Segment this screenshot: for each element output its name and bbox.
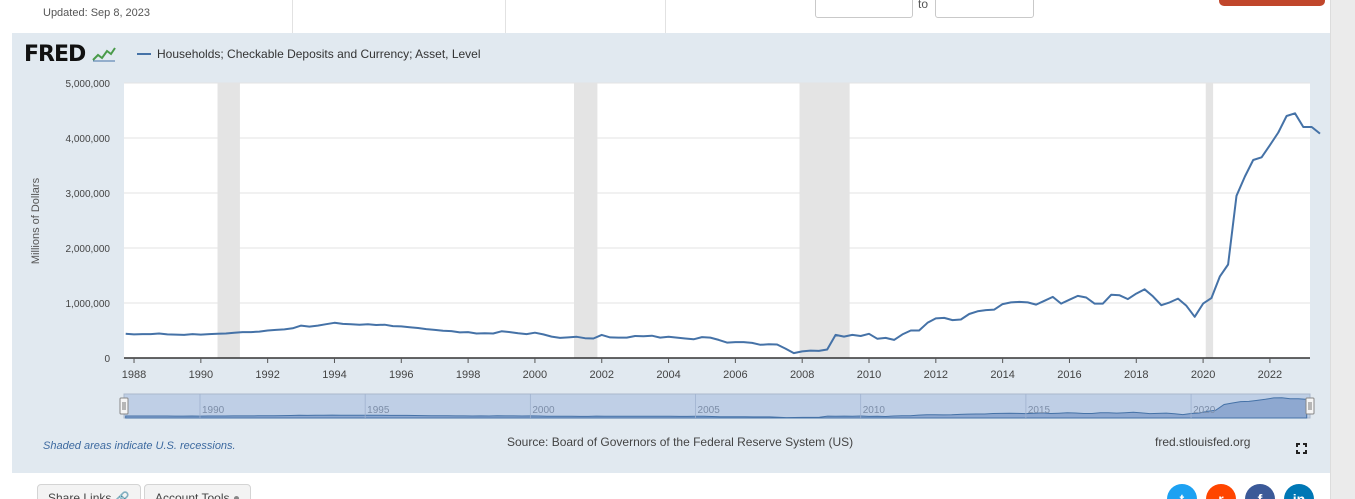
- navigator-right-handle[interactable]: [1305, 397, 1315, 415]
- date-to-label: to: [918, 0, 929, 11]
- navigator-tick-label: 1990: [202, 405, 225, 416]
- x-tick-label: 1988: [122, 369, 146, 381]
- share-links-label: Share Links: [48, 491, 112, 499]
- gridlines: [124, 82, 1310, 304]
- updated-date: Updated: Sep 8, 2023: [43, 7, 151, 19]
- divider: [505, 0, 506, 33]
- linkedin-icon[interactable]: in: [1284, 484, 1314, 499]
- navigator-tick-label: 2005: [698, 405, 721, 416]
- x-tick-label: 1996: [389, 369, 413, 381]
- x-axis-ticks: 1988 1990 1992 1994 1996 1998 2000 2002 2004 2006…: [122, 358, 1282, 381]
- x-tick-label: 2008: [790, 369, 814, 381]
- navigator-tick-label: 2020: [1193, 405, 1216, 416]
- x-tick-label: 1990: [189, 369, 213, 381]
- x-tick-label: 2016: [1057, 369, 1081, 381]
- scrollbar-gutter[interactable]: [1330, 0, 1355, 499]
- x-tick-label: 2006: [723, 369, 747, 381]
- x-tick-label: 2014: [990, 369, 1014, 381]
- x-tick-label: 2020: [1191, 369, 1215, 381]
- x-tick-label: 2022: [1258, 369, 1282, 381]
- recession-band: [217, 83, 240, 358]
- recession-bands: [217, 83, 1214, 358]
- top-strip: [12, 0, 1330, 33]
- x-tick-label: 2000: [523, 369, 547, 381]
- share-links-button[interactable]: Share Links 🔗: [37, 484, 141, 499]
- account-tools-button[interactable]: Account Tools ●: [144, 484, 252, 499]
- divider: [665, 0, 666, 33]
- fullscreen-icon[interactable]: [1296, 443, 1307, 454]
- twitter-icon[interactable]: t: [1167, 484, 1197, 499]
- navigator-ticks: 1990 1995 2000 2005 2010 2015 2020: [199, 394, 1216, 418]
- series-layer: [125, 112, 1321, 355]
- x-tick-label: 2004: [656, 369, 680, 381]
- account-tools-label: Account Tools: [155, 491, 230, 499]
- series-line: [125, 112, 1321, 355]
- plot-area: [124, 83, 1310, 358]
- facebook-icon[interactable]: f: [1245, 484, 1275, 499]
- navigator-tick-label: 1995: [367, 405, 390, 416]
- x-tick-label: 1992: [255, 369, 279, 381]
- navigator-tick-label: 2015: [1028, 405, 1051, 416]
- x-tick-label: 2018: [1124, 369, 1148, 381]
- edit-graph-button[interactable]: [1219, 0, 1325, 6]
- y-tick-label: 5,000,000: [66, 79, 111, 90]
- divider: [292, 0, 293, 33]
- x-tick-label: 2010: [857, 369, 881, 381]
- x-tick-label: 2002: [589, 369, 613, 381]
- recession-band: [574, 83, 598, 358]
- x-tick-label: 2012: [924, 369, 948, 381]
- navigator-series: [125, 397, 1308, 419]
- person-icon: ●: [232, 491, 241, 499]
- x-tick-label: 1998: [456, 369, 480, 381]
- fred-url[interactable]: fred.stlouisfed.org: [1155, 435, 1251, 449]
- fred-logo: FRED: [24, 42, 116, 67]
- legend-swatch: [137, 53, 151, 55]
- y-tick-label: 0: [104, 354, 110, 365]
- navigator-tick-label: 2010: [863, 405, 886, 416]
- legend-series-name[interactable]: Households; Checkable Deposits and Curre…: [157, 47, 481, 61]
- recessions-note: Shaded areas indicate U.S. recessions.: [43, 440, 236, 452]
- end-date-input[interactable]: 2023-04-01: [935, 0, 1034, 18]
- start-date-input[interactable]: 1987-10-01: [815, 0, 913, 18]
- y-tick-label: 4,000,000: [66, 134, 111, 145]
- navigator-tick-label: 2000: [532, 405, 555, 416]
- y-axis-ticks: 0 1,000,000 2,000,000 3,000,000 4,000,000 5,0…: [66, 79, 111, 365]
- y-tick-label: 3,000,000: [66, 189, 111, 200]
- x-tick-label: 1994: [322, 369, 346, 381]
- y-tick-label: 2,000,000: [66, 244, 111, 255]
- fred-chart-icon: [92, 47, 116, 62]
- source-text: Source: Board of Governors of the Federa…: [507, 435, 854, 449]
- recession-band: [1205, 83, 1214, 358]
- y-tick-label: 1,000,000: [66, 299, 111, 310]
- reddit-icon[interactable]: r: [1206, 484, 1236, 499]
- navigator-left-handle[interactable]: [119, 397, 129, 415]
- fred-logo-text: FRED: [24, 42, 86, 67]
- link-icon: 🔗: [114, 491, 130, 499]
- navigator-area: [125, 397, 1308, 419]
- recession-band: [799, 83, 850, 358]
